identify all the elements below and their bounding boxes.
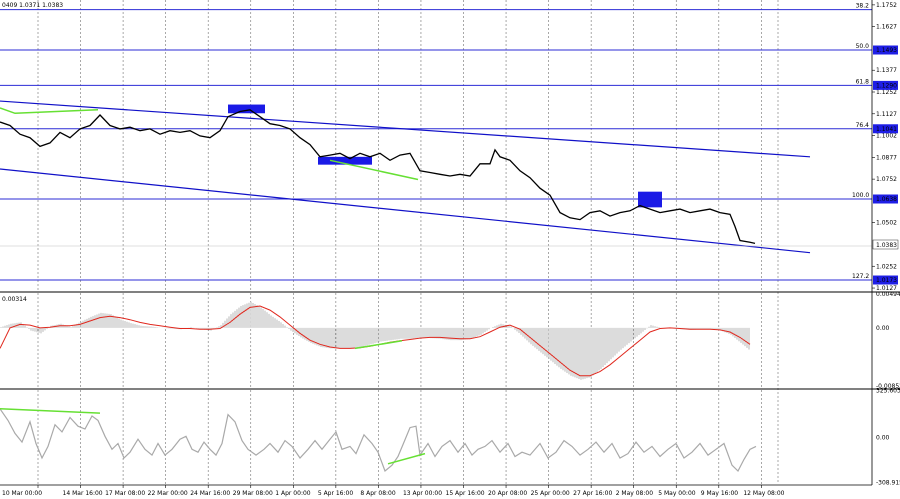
fib-price-tag xyxy=(873,194,898,204)
price-line xyxy=(0,109,756,245)
channel-upper-line xyxy=(0,100,811,158)
fib-price-tag xyxy=(873,275,898,285)
main-price-pane[interactable]: 38.2 50.0 61.8 76.4 100.0 127.2 0409 1.0371 1… xyxy=(0,0,872,484)
fib-price-tag xyxy=(873,80,898,90)
price-tick-label: 1.0752 xyxy=(876,176,897,183)
time-axis: 10 Mar 00:00 14 Mar 16:00 17 Mar 08:00 22 M… xyxy=(2,485,785,497)
macd-divergence xyxy=(354,340,403,350)
time-label: 5 May 00:00 xyxy=(658,490,696,497)
macd-histogram xyxy=(0,301,750,380)
fib-level-label: 61.8 xyxy=(856,78,870,85)
cci-grid xyxy=(37,390,762,484)
time-label: 5 Apr 16:00 xyxy=(318,490,353,497)
cci-tick-label: 0.00 xyxy=(876,435,890,442)
price-tick-label: 1.0877 xyxy=(876,154,897,161)
divergence-line xyxy=(0,107,99,115)
time-label: 8 Apr 08:00 xyxy=(360,490,395,497)
fib-price-tag xyxy=(873,124,898,134)
current-price-label: 1.0383 xyxy=(876,242,897,249)
time-label: 20 Apr 08:00 xyxy=(488,490,527,497)
cci-divergence xyxy=(387,452,426,465)
fibonacci-levels: 38.2 50.0 61.8 76.4 100.0 127.2 xyxy=(0,3,872,281)
fib-price-tag-label: 1.1041 xyxy=(876,126,897,133)
time-label: 24 Mar 16:00 xyxy=(190,490,230,497)
fib-price-tag-label: 1.1290 xyxy=(876,82,897,89)
time-label: 1 Apr 00:00 xyxy=(275,490,310,497)
macd-tick-label: 0.00494 xyxy=(876,291,900,298)
price-tick-label: 1.1127 xyxy=(876,111,897,118)
macd-tick-label: -0.00852 xyxy=(876,383,900,390)
cci-divergence-lines xyxy=(0,408,426,465)
price-channel xyxy=(0,100,811,254)
macd-pane[interactable]: 0.00314 xyxy=(0,293,762,388)
cci-line xyxy=(0,408,757,473)
time-label: 14 Mar 16:00 xyxy=(63,490,103,497)
price-tick-label: 1.0252 xyxy=(876,263,897,270)
divergence-line xyxy=(329,159,419,181)
current-price-tag xyxy=(872,239,899,250)
ohlc-readout: 0409 1.0371 1.0383 xyxy=(2,2,63,9)
price-tick-label: 1.0127 xyxy=(876,285,897,292)
highlight-zone xyxy=(318,156,372,165)
fib-level-label: 100.0 xyxy=(852,192,869,199)
fib-price-tag-label: 1.0173 xyxy=(876,277,897,284)
fib-level-label: 38.2 xyxy=(856,3,870,10)
cci-divergence xyxy=(0,408,101,414)
highlight-zone xyxy=(638,191,662,208)
fib-price-tag-label: 1.0638 xyxy=(876,196,897,203)
fib-price-tag-label: 1.1493 xyxy=(876,47,897,54)
macd-axis: 0.00494 0.00 -0.00852 xyxy=(876,291,900,390)
fib-level-label: 76.4 xyxy=(856,122,870,129)
time-label: 12 May 08:00 xyxy=(743,490,784,497)
cci-tick-label: 325.6039 xyxy=(876,388,900,395)
time-label: 2 May 08:00 xyxy=(616,490,654,497)
highlight-zones xyxy=(228,104,662,208)
price-tick-label: 1.1252 xyxy=(876,89,897,96)
time-label: 15 Apr 16:00 xyxy=(446,490,485,497)
time-label: 27 Apr 16:00 xyxy=(573,490,612,497)
time-label: 29 Mar 08:00 xyxy=(233,490,273,497)
channel-lower-line xyxy=(0,168,811,254)
price-tick-label: 1.0502 xyxy=(876,220,897,227)
time-label: 10 Mar 00:00 xyxy=(2,490,42,497)
macd-tick-label: 0.00 xyxy=(876,325,890,332)
price-tick-label: 1.1377 xyxy=(876,67,897,74)
highlight-zone xyxy=(228,104,265,114)
fib-level-label: 127.2 xyxy=(852,273,869,280)
price-tick-label: 1.1627 xyxy=(876,24,897,31)
cci-pane[interactable] xyxy=(0,390,762,484)
fib-level-label: 50.0 xyxy=(856,43,870,50)
main-grid xyxy=(37,0,779,484)
price-tick-label: 1.1752 xyxy=(876,2,897,9)
time-label: 17 Mar 08:00 xyxy=(105,490,145,497)
fib-price-tag xyxy=(873,45,898,55)
price-axis: 1.1752 1.1627 1.1377 1.1252 1.1127 1.1002 1.08… xyxy=(872,2,898,292)
time-label: 22 Mar 00:00 xyxy=(148,490,188,497)
time-label: 13 Apr 00:00 xyxy=(403,490,442,497)
cci-axis: 325.6039 0.00 -308.915 xyxy=(876,388,900,487)
price-divergence-lines xyxy=(0,107,419,181)
cci-tick-label: -308.915 xyxy=(876,479,900,486)
time-label: 9 May 16:00 xyxy=(701,490,739,497)
time-label: 25 Apr 00:00 xyxy=(531,490,570,497)
macd-divergence-line xyxy=(354,340,403,350)
price-tick-label: 1.1002 xyxy=(876,133,897,140)
macd-value: 0.00314 xyxy=(2,296,27,303)
